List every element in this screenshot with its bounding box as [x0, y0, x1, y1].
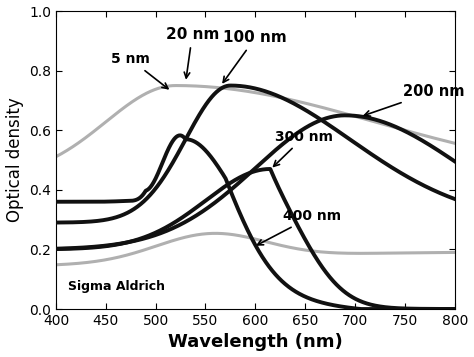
Text: 20 nm: 20 nm	[165, 27, 219, 78]
Text: 300 nm: 300 nm	[273, 130, 333, 166]
Text: 5 nm: 5 nm	[111, 52, 168, 89]
Text: 100 nm: 100 nm	[223, 30, 287, 82]
X-axis label: Wavelength (nm): Wavelength (nm)	[168, 333, 343, 351]
Text: 400 nm: 400 nm	[257, 209, 341, 245]
Text: Sigma Aldrich: Sigma Aldrich	[68, 280, 165, 293]
Y-axis label: Optical density: Optical density	[6, 98, 24, 222]
Text: 200 nm: 200 nm	[365, 84, 465, 116]
